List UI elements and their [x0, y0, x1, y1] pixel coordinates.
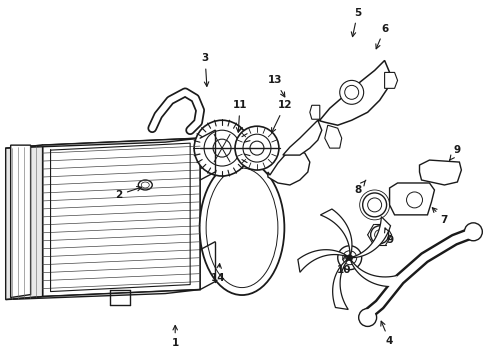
Circle shape: [204, 130, 240, 166]
Polygon shape: [298, 250, 350, 272]
Circle shape: [370, 226, 389, 244]
Polygon shape: [419, 160, 462, 185]
Text: 2: 2: [115, 186, 142, 200]
Text: 3: 3: [201, 54, 209, 86]
Polygon shape: [350, 217, 391, 258]
Circle shape: [407, 192, 422, 208]
Circle shape: [375, 230, 385, 240]
Circle shape: [347, 255, 353, 261]
Circle shape: [338, 246, 362, 270]
Polygon shape: [350, 258, 398, 287]
Text: 5: 5: [351, 8, 361, 37]
Circle shape: [465, 223, 482, 241]
Polygon shape: [6, 138, 200, 148]
Polygon shape: [325, 125, 342, 148]
Ellipse shape: [199, 161, 284, 295]
Text: 12: 12: [271, 100, 292, 132]
Polygon shape: [6, 289, 200, 300]
Text: 10: 10: [337, 256, 351, 275]
Ellipse shape: [138, 180, 152, 190]
Circle shape: [340, 80, 364, 104]
Circle shape: [359, 309, 377, 327]
Circle shape: [345, 85, 359, 99]
Polygon shape: [333, 258, 350, 310]
Circle shape: [250, 141, 264, 155]
Text: 7: 7: [432, 208, 448, 225]
Circle shape: [235, 126, 279, 170]
Text: 9: 9: [450, 145, 461, 160]
Text: 14: 14: [211, 264, 225, 283]
Circle shape: [368, 198, 382, 212]
Circle shape: [343, 251, 357, 265]
Circle shape: [243, 134, 271, 162]
Text: 4: 4: [381, 321, 393, 346]
Circle shape: [213, 139, 231, 157]
Text: 9: 9: [385, 228, 393, 245]
Polygon shape: [11, 145, 30, 298]
Polygon shape: [283, 120, 322, 155]
Polygon shape: [385, 72, 397, 88]
Circle shape: [363, 193, 387, 217]
Text: 1: 1: [172, 325, 179, 348]
Ellipse shape: [206, 168, 278, 288]
Text: 13: 13: [268, 75, 285, 97]
Text: 11: 11: [233, 100, 247, 132]
Text: 6: 6: [376, 24, 388, 49]
Text: 8: 8: [354, 180, 366, 195]
Polygon shape: [6, 145, 43, 300]
Polygon shape: [320, 209, 352, 258]
Polygon shape: [390, 183, 435, 215]
Polygon shape: [268, 150, 310, 185]
Polygon shape: [310, 105, 320, 119]
Polygon shape: [318, 60, 390, 125]
Circle shape: [194, 120, 250, 176]
Polygon shape: [43, 138, 200, 297]
